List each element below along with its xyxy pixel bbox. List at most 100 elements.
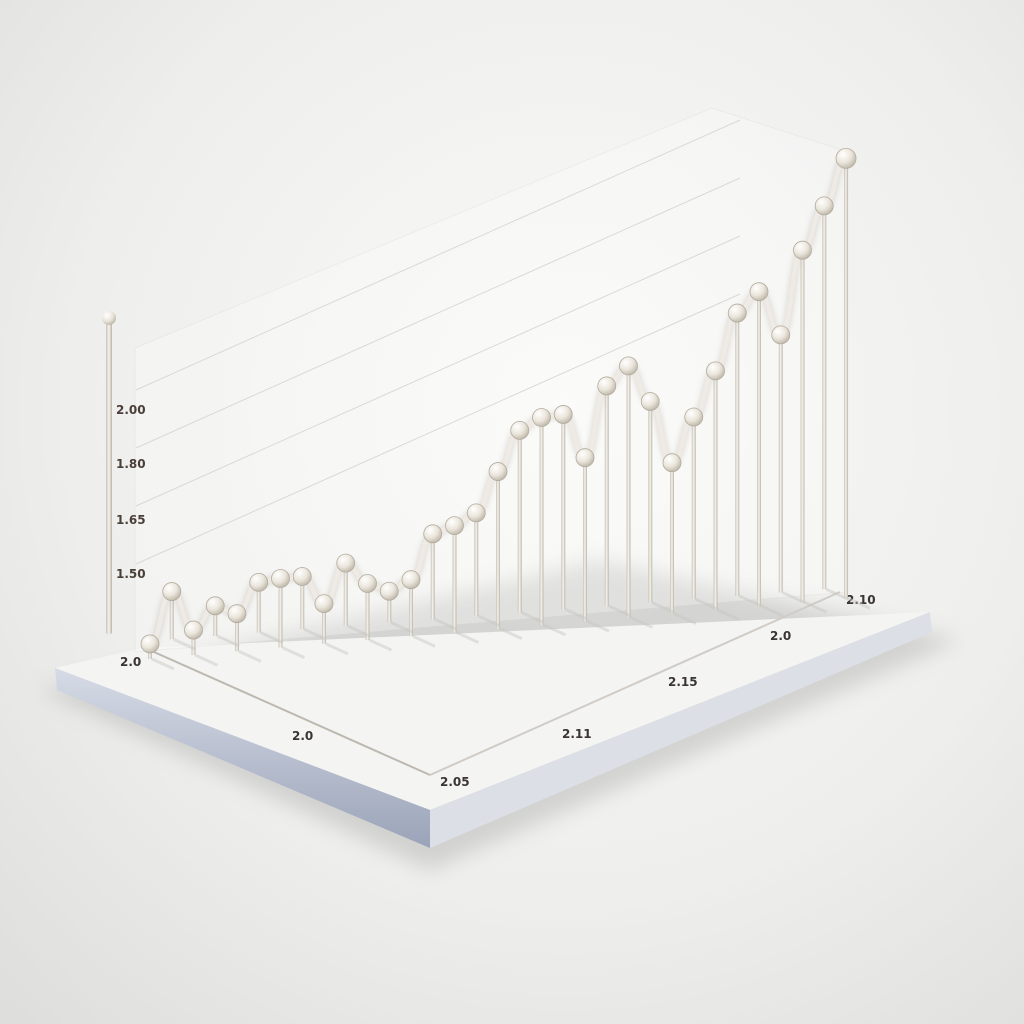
data-stem xyxy=(213,605,218,636)
data-point xyxy=(466,503,486,523)
y-axis-knob xyxy=(102,311,116,325)
data-point xyxy=(488,462,508,481)
data-point xyxy=(445,516,464,536)
x-tick-label: 2.10 xyxy=(846,593,876,607)
data-point xyxy=(292,567,312,586)
data-stem xyxy=(670,462,674,614)
data-stem xyxy=(387,591,392,623)
gridline xyxy=(135,177,741,449)
data-point xyxy=(532,408,551,427)
gridline xyxy=(135,119,741,391)
stem-shadow xyxy=(564,607,588,621)
data-point xyxy=(379,581,399,601)
stem-shadow xyxy=(216,634,240,648)
data-point xyxy=(227,604,247,624)
data-stem xyxy=(800,250,805,603)
data-stem xyxy=(322,603,326,644)
data-point xyxy=(271,569,290,588)
stem-shadow xyxy=(347,624,371,638)
data-stem xyxy=(517,430,522,613)
data-stem xyxy=(539,417,544,625)
stem-shadow xyxy=(651,601,675,614)
stem-shadow xyxy=(782,591,806,604)
stem-shadow xyxy=(695,597,719,611)
floor-front-line xyxy=(144,647,431,776)
data-stem xyxy=(474,512,479,616)
gridline xyxy=(135,293,741,565)
data-stem xyxy=(256,582,261,633)
y-tick-label: 1.65 xyxy=(116,513,146,527)
data-stem xyxy=(409,579,413,637)
x-tick-labels: 2.0 2.0 2.05 2.11 2.15 2.0 2.10 xyxy=(120,593,876,789)
data-stem xyxy=(691,416,696,600)
gridline xyxy=(135,235,741,507)
data-point xyxy=(553,405,573,424)
data-stem xyxy=(300,576,305,630)
data-stem xyxy=(648,401,653,603)
data-point xyxy=(184,620,203,640)
stem-shadow xyxy=(673,612,697,625)
data-stem xyxy=(430,533,435,620)
series-points xyxy=(140,147,857,654)
data-stem xyxy=(844,158,848,599)
x-tick-label: 2.11 xyxy=(562,727,592,741)
x-tick-label: 2.0 xyxy=(292,729,313,743)
data-point xyxy=(336,553,356,573)
stem-shadow xyxy=(412,634,436,648)
data-point xyxy=(597,376,617,396)
data-stem xyxy=(778,334,783,593)
data-stem xyxy=(735,313,740,596)
data-point xyxy=(684,407,704,427)
stem-shadow xyxy=(281,646,306,660)
stem-shadow xyxy=(586,619,610,633)
y-tick-labels: 2.00 1.80 1.65 1.50 xyxy=(116,403,146,581)
stem-shadow xyxy=(368,638,393,652)
data-point xyxy=(662,453,682,473)
data-stem xyxy=(496,471,500,629)
stem-shadow xyxy=(521,611,545,624)
stem-shadow xyxy=(608,604,632,618)
data-point xyxy=(706,361,725,381)
data-point xyxy=(575,448,595,468)
stem-shadow xyxy=(238,650,262,663)
stem-shadow xyxy=(455,631,480,644)
data-point xyxy=(727,303,747,323)
data-point xyxy=(619,356,638,376)
stem-shadow xyxy=(151,657,175,671)
data-stem xyxy=(365,583,370,641)
stem-shadow xyxy=(303,627,327,641)
data-point xyxy=(162,582,182,601)
stem-shadow xyxy=(477,614,501,628)
x-tick-label: 2.05 xyxy=(440,775,470,789)
stem-shadow xyxy=(803,600,828,614)
stem-shadow xyxy=(825,587,849,601)
data-stem xyxy=(604,385,609,606)
stem-shadow xyxy=(173,637,197,651)
data-point xyxy=(793,240,812,260)
data-point xyxy=(314,594,334,614)
y-tick-label: 2.00 xyxy=(116,403,146,417)
data-point xyxy=(771,325,791,345)
y-axis-pole xyxy=(106,322,112,634)
stem-shadow xyxy=(325,642,349,656)
data-stem xyxy=(169,591,174,640)
data-stem xyxy=(713,370,718,610)
data-point xyxy=(814,196,834,216)
stem-shadow xyxy=(847,597,871,610)
y-tick-label: 1.50 xyxy=(116,567,146,581)
x-tick-label: 2.0 xyxy=(770,629,791,643)
x-tick-label: 2.15 xyxy=(668,675,698,689)
data-stem xyxy=(278,578,283,648)
stem-shadow xyxy=(434,617,458,631)
data-stem xyxy=(452,525,457,633)
series-stems xyxy=(148,158,848,659)
x-tick-label: 2.0 xyxy=(120,655,141,669)
stem-shadow xyxy=(716,608,741,622)
floor-x-axis-line xyxy=(429,591,841,776)
base-slab-top xyxy=(55,612,930,810)
data-point xyxy=(140,634,160,654)
stem-shadow xyxy=(390,621,414,635)
stem-shadow xyxy=(629,615,654,629)
